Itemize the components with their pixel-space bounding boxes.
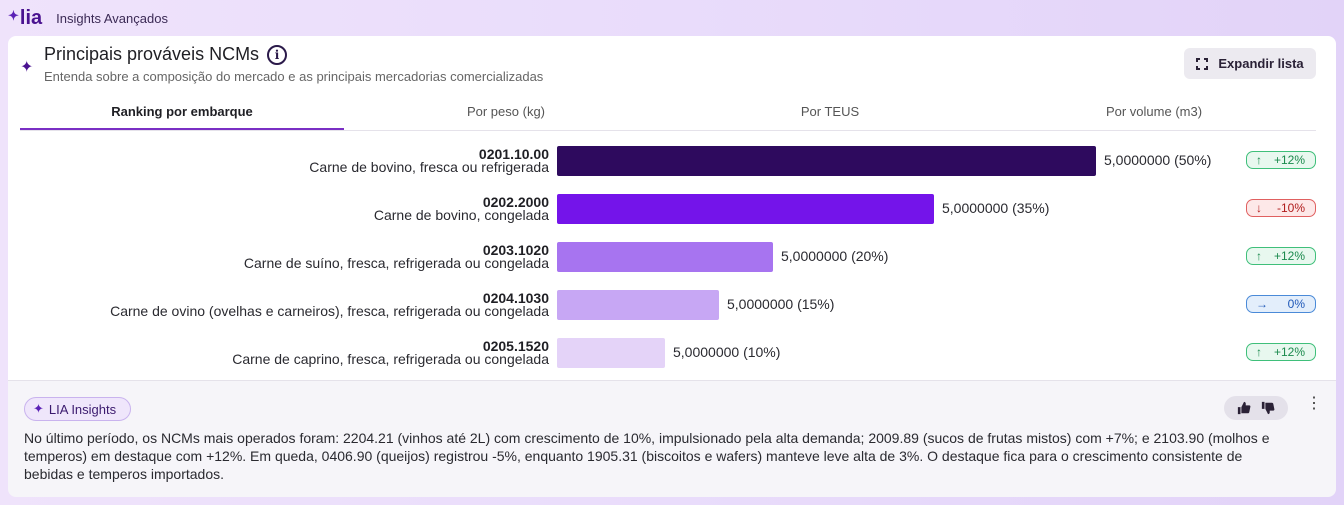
ranking-tabs: Ranking por embarque Por peso (kg) Por T… [20,96,1316,131]
card-header: ✦ Principais prováveis NCMs i Entenda so… [20,44,543,84]
trend-badge: ↑ +12% [1246,247,1316,265]
logo-text: lia [19,6,43,29]
arrow-up-icon: ↑ [1256,345,1262,359]
sparkle-icon: ✦ [33,401,44,416]
sparkle-icon: ✦ [20,59,34,76]
app-title: Insights Avançados [56,10,168,26]
ncm-value: 5,0000000 (50%) [1104,152,1212,168]
ncm-code: 0204.1030 [482,290,549,306]
ncm-label: 0204.1030 Carne de ovino (ovelhas e carne… [110,290,549,319]
thumbs-down-icon[interactable] [1261,401,1275,415]
ncm-code: 0202.2000 [482,194,549,210]
tab-por-peso[interactable]: Por peso (kg) [466,104,546,119]
ncm-bar[interactable] [557,338,665,368]
ncm-code: 0201.10.00 [478,146,549,162]
ncm-card: ✦ Principais prováveis NCMs i Entenda so… [8,36,1336,380]
app-header: ✦ lia Insights Avançados [0,0,1344,36]
expand-list-label: Expandir lista [1218,56,1304,71]
ncm-label: 0205.1520 Carne de caprino, fresca, refri… [232,338,549,367]
ncm-label: 0203.1020 Carne de suíno, fresca, refrige… [243,242,549,271]
card-subtitle: Entenda sobre a composição do mercado e … [44,69,544,84]
trend-value: +12% [1273,345,1305,359]
ranking-row: 0204.1030 Carne de ovino (ovelhas e carne… [8,288,1336,320]
arrow-down-icon: ↓ [1256,201,1262,215]
expand-list-button[interactable]: Expandir lista [1184,48,1316,79]
ranking-row: 0203.1020 Carne de suíno, fresca, refrige… [8,240,1336,272]
ncm-code: 0205.1520 [482,338,549,354]
sparkle-icon: ✦ [8,8,19,23]
more-options-icon[interactable]: ⋮ [1306,395,1322,412]
trend-badge: → 0% [1246,295,1316,313]
ncm-bar[interactable] [557,146,1096,176]
ncm-label: 0202.2000 Carne de bovino, congelada [373,194,549,223]
ncm-bar[interactable] [557,242,773,272]
feedback-buttons [1224,396,1288,420]
expand-icon [1196,57,1209,70]
arrow-up-icon: ↑ [1256,249,1262,263]
lia-insights-label: LIA Insights [48,401,117,417]
trend-value: -10% [1276,201,1305,215]
ncm-label: 0201.10.00 Carne de bovino, fresca ou ref… [309,146,549,175]
ncm-description: Carne de bovino, fresca ou refrigerada [309,159,549,175]
info-icon[interactable]: i [267,44,288,65]
card-title: Principais prováveis NCMs [44,44,260,64]
tab-por-teus[interactable]: Por TEUS [800,104,860,119]
ranking-row: 0202.2000 Carne de bovino, congelada 5,000… [8,192,1336,224]
arrow-up-icon: ↑ [1256,153,1262,167]
ncm-description: Carne de bovino, congelada [373,207,549,223]
trend-value: +12% [1273,249,1305,263]
ncm-value: 5,0000000 (15%) [727,296,835,312]
insights-panel: ✦ LIA Insights ⋮ No último período, os N… [8,380,1336,497]
ncm-value: 5,0000000 (35%) [942,200,1050,216]
ncm-bar[interactable] [557,194,934,224]
ncm-code: 0203.1020 [482,242,549,258]
ncm-value: 5,0000000 (10%) [673,344,781,360]
trend-value: +12% [1273,153,1305,167]
ranking-row: 0205.1520 Carne de caprino, fresca, refri… [8,336,1336,368]
ncm-description: Carne de suíno, fresca, refrigerada ou c… [243,255,549,271]
trend-badge: ↑ +12% [1246,343,1316,361]
insight-text: No último período, os NCMs mais operados… [24,430,1270,482]
arrow-right-icon: → [1256,297,1268,311]
ncm-value: 5,0000000 (20%) [781,248,889,264]
tab-por-volume[interactable]: Por volume (m3) [1105,104,1203,119]
ncm-description: Carne de caprino, fresca, refrigerada ou… [232,351,549,367]
lia-logo[interactable]: ✦ lia [8,7,42,30]
ncm-description: Carne de ovino (ovelhas e carneiros), fr… [110,303,549,319]
trend-value: 0% [1287,297,1305,311]
trend-badge: ↑ +12% [1246,151,1316,169]
tab-ranking-por-embarque[interactable]: Ranking por embarque [20,96,344,130]
ncm-bar[interactable] [557,290,719,320]
thumbs-up-icon[interactable] [1237,401,1251,415]
trend-badge: ↓ -10% [1246,199,1316,217]
ranking-row: 0201.10.00 Carne de bovino, fresca ou ref… [8,144,1336,176]
lia-insights-chip[interactable]: ✦ LIA Insights [24,397,131,421]
